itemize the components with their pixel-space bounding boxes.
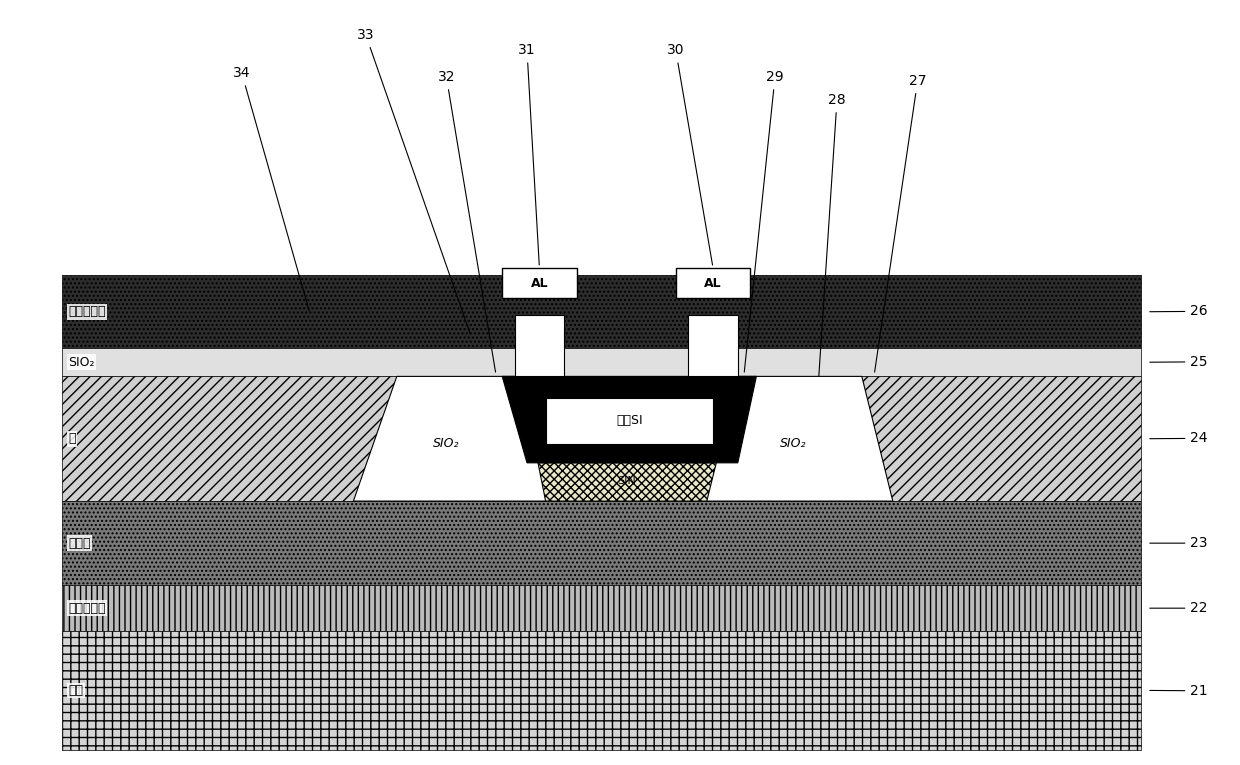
- Text: SIO₂: SIO₂: [433, 438, 460, 450]
- Text: 28: 28: [818, 93, 846, 379]
- Text: 衬底: 衬底: [68, 684, 83, 697]
- FancyBboxPatch shape: [546, 398, 713, 444]
- Text: 绝缘介质层: 绝缘介质层: [68, 305, 105, 318]
- Text: 27: 27: [874, 74, 926, 372]
- Text: 辅助漂移区: 辅助漂移区: [68, 602, 105, 614]
- Text: AL: AL: [704, 277, 722, 289]
- Text: 30: 30: [667, 44, 713, 265]
- Text: 32: 32: [438, 70, 496, 372]
- Bar: [515, 315, 564, 376]
- Polygon shape: [353, 376, 546, 501]
- Text: 26: 26: [1149, 304, 1208, 318]
- Bar: [62, 275, 1141, 348]
- Bar: [676, 268, 750, 298]
- Bar: [62, 501, 1141, 585]
- Polygon shape: [707, 376, 893, 501]
- Text: 25: 25: [1149, 355, 1208, 369]
- Text: SIO₂: SIO₂: [68, 356, 94, 369]
- Text: 21: 21: [1149, 684, 1208, 698]
- Text: 23: 23: [1149, 536, 1208, 550]
- Bar: [62, 631, 1141, 750]
- Polygon shape: [502, 376, 756, 463]
- Bar: [62, 585, 1141, 631]
- Bar: [688, 315, 738, 376]
- Bar: [502, 268, 577, 298]
- Text: AL: AL: [531, 277, 548, 289]
- Text: 33: 33: [357, 28, 470, 334]
- Text: 24: 24: [1149, 431, 1208, 445]
- Text: 多晶SI: 多晶SI: [616, 415, 644, 427]
- Text: SIN: SIN: [616, 476, 636, 486]
- Text: SIO₂: SIO₂: [780, 438, 807, 450]
- Text: 29: 29: [744, 70, 784, 372]
- Polygon shape: [391, 463, 862, 501]
- Text: 34: 34: [233, 67, 309, 311]
- Bar: [62, 376, 1141, 501]
- Text: 阱: 阱: [68, 432, 76, 445]
- Text: 31: 31: [518, 44, 539, 265]
- Text: 漂移区: 漂移区: [68, 537, 91, 549]
- Text: 22: 22: [1149, 601, 1208, 615]
- Bar: [62, 348, 1141, 376]
